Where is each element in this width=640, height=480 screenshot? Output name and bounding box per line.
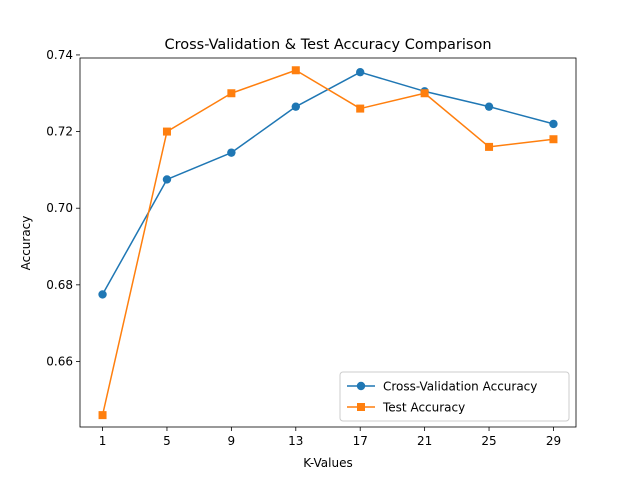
- legend-box: [339, 371, 570, 422]
- x-tick-label-4: 13: [288, 434, 303, 448]
- data-point-s2-7: [485, 142, 494, 151]
- legend-label-1: Cross-Validation Accuracy: [383, 380, 537, 394]
- legend-label-2: Test Accuracy: [382, 401, 465, 415]
- y-tick-label-5: 0.74: [46, 48, 73, 62]
- data-point-s2-3: [227, 89, 236, 98]
- data-point-s1-4: [291, 102, 300, 111]
- data-point-s2-1: [98, 411, 107, 420]
- legend: Cross-Validation Accuracy Test Accuracy: [339, 371, 570, 422]
- x-tick-label-1: 1: [99, 434, 107, 448]
- data-point-s1-2: [162, 175, 172, 184]
- y-tick-label-2: 0.68: [46, 278, 73, 292]
- data-point-s1-1: [98, 290, 107, 299]
- data-point-s1-8: [549, 119, 558, 129]
- x-axis-title: K-Values: [303, 456, 352, 470]
- x-tick-label-6: 21: [417, 434, 432, 448]
- data-point-s2-5: [356, 104, 365, 113]
- data-point-s2-4: [291, 66, 300, 75]
- x-tick-label-8: 29: [546, 434, 561, 448]
- legend-marker-2: [357, 403, 365, 411]
- axes-frame: [79, 57, 577, 428]
- data-point-s1-7: [484, 102, 494, 111]
- data-point-s1-3: [227, 148, 236, 157]
- x-tick-label-5: 17: [353, 434, 368, 448]
- data-point-s2-2: [162, 127, 171, 136]
- y-tick-label-4: 0.72: [46, 125, 73, 139]
- y-tick-label-3: 0.70: [46, 201, 73, 215]
- legend-marker-1: [356, 381, 366, 391]
- series-line-2: [101, 69, 554, 416]
- data-point-s1-5: [356, 67, 365, 77]
- y-tick-label-1: 0.66: [46, 354, 73, 368]
- y-axis-title: Accuracy: [19, 216, 33, 271]
- data-point-s2-8: [549, 135, 558, 144]
- x-tick-label-3: 9: [228, 434, 236, 448]
- x-tick-label-2: 5: [163, 434, 171, 448]
- axes: 1 5 9 13 17 21 25 29 0.66 0.68 0.70 0.72 0.74: [46, 48, 577, 448]
- chart-title: Cross-Validation & Test Accuracy Compari…: [164, 37, 491, 53]
- x-tick-label-7: 25: [481, 434, 496, 448]
- plot-area: [98, 66, 558, 420]
- data-point-s2-6: [420, 89, 429, 98]
